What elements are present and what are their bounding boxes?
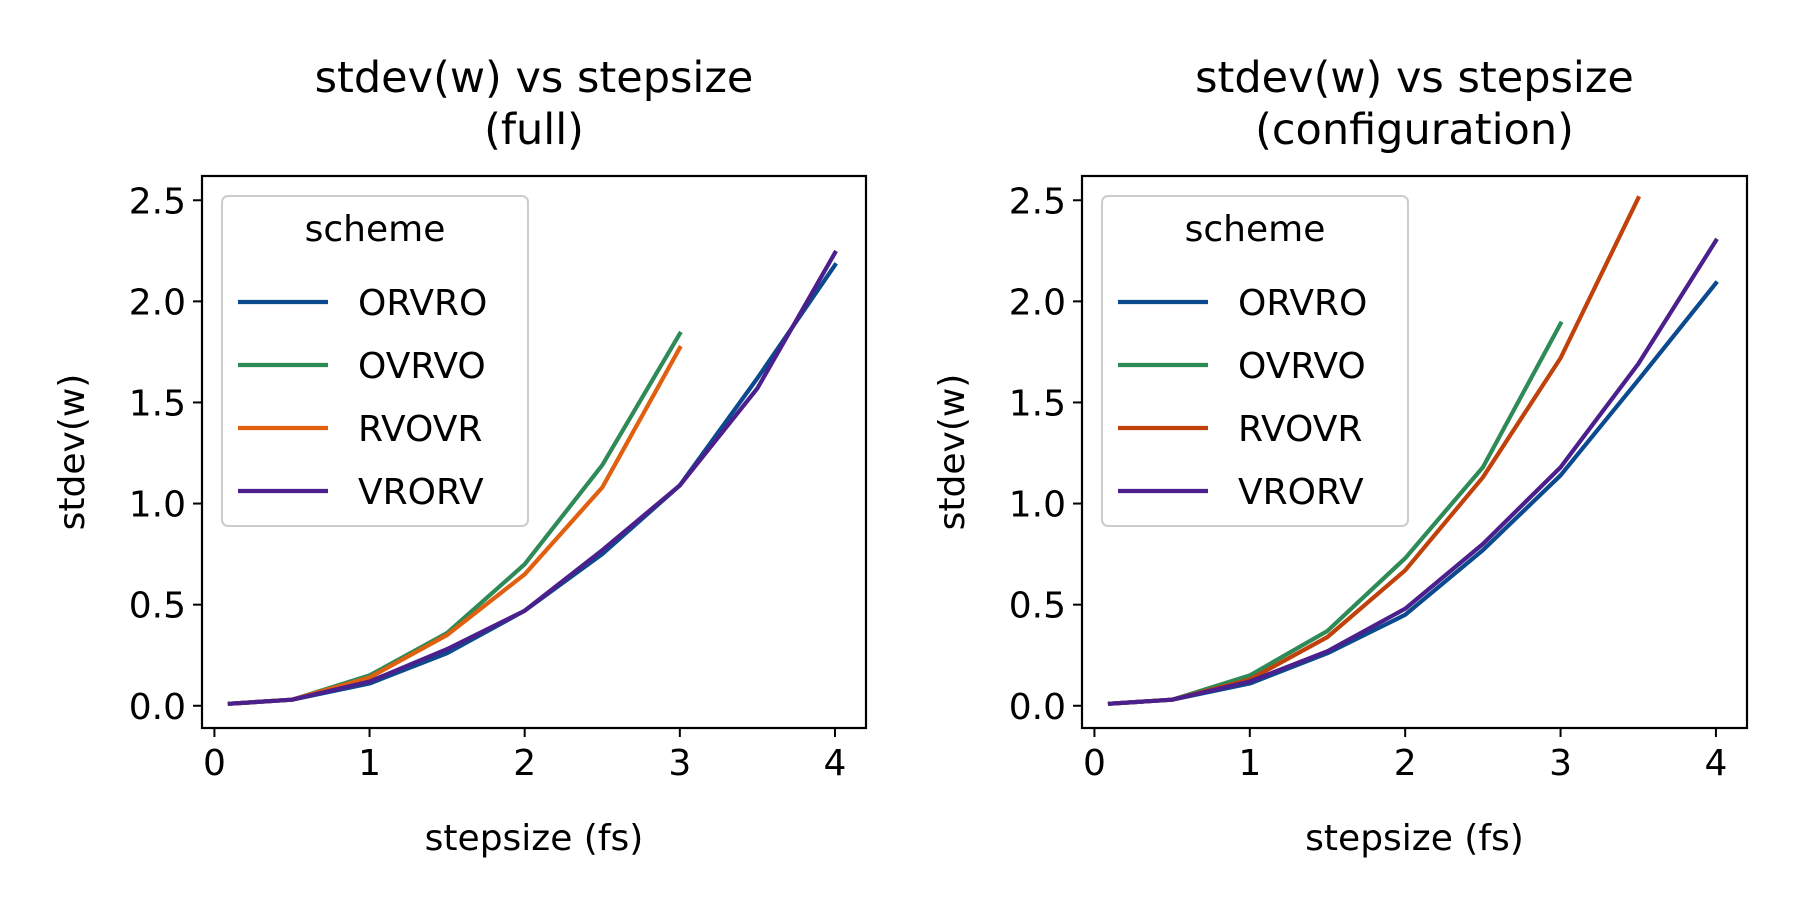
legend-label-orvro: ORVRO <box>358 283 487 324</box>
y-tick-label: 0.0 <box>129 687 186 728</box>
y-tick-label: 2.5 <box>129 181 186 222</box>
y-tick-label: 1.5 <box>129 383 186 424</box>
chart-title: stdev(w) vs stepsize (configuration) <box>1195 53 1634 155</box>
y-tick-label: 0.5 <box>129 586 186 627</box>
legend-title: scheme <box>1185 209 1326 250</box>
legend-box <box>221 195 529 527</box>
legend-label-vrorv: VRORV <box>358 472 484 513</box>
y-axis-label: stdev(w) <box>932 374 973 531</box>
legend-label-rvovr: RVOVR <box>1238 409 1362 450</box>
legend-box <box>1101 195 1409 527</box>
x-tick-label: 2 <box>1394 743 1417 784</box>
legend: scheme ORVRO OVRVO RVOVR VRORV <box>1101 195 1409 527</box>
x-tick-label: 4 <box>824 743 847 784</box>
y-tick-label: 1.5 <box>1009 383 1066 424</box>
legend-title: scheme <box>305 209 446 250</box>
x-axis-label: stepsize (fs) <box>1305 818 1524 859</box>
legend-label-rvovr: RVOVR <box>358 409 482 450</box>
x-tick-label: 3 <box>1549 743 1572 784</box>
x-tick-label: 4 <box>1704 743 1727 784</box>
series-line-vrorv <box>1107 237 1719 706</box>
x-tick-label: 2 <box>513 743 536 784</box>
legend-label-ovrvo: OVRVO <box>358 346 486 387</box>
legend-label-ovrvo: OVRVO <box>1238 346 1366 387</box>
x-tick-label: 0 <box>1083 743 1106 784</box>
x-tick-label: 1 <box>358 743 381 784</box>
chart-title: stdev(w) vs stepsize (full) <box>315 53 754 155</box>
plot-frame <box>1080 174 1749 730</box>
x-tick-label: 3 <box>668 743 691 784</box>
y-tick-label: 1.0 <box>129 485 186 526</box>
plot-frame <box>200 174 868 730</box>
y-tick-label: 2.0 <box>129 282 186 323</box>
subplot-2: stdev(w) vs stepsize (configuration) 0 1 2 3 4… <box>932 53 1749 859</box>
y-tick-label: 1.0 <box>1009 485 1066 526</box>
subplot-1: stdev(w) vs stepsize (full) 0 1 2 3 4 0.0 0.5 1.0… <box>52 53 868 859</box>
legend: scheme ORVRO OVRVO RVOVR VRORV <box>221 195 529 527</box>
y-axis-label: stdev(w) <box>52 374 93 531</box>
x-tick-label: 1 <box>1238 743 1261 784</box>
x-tick-label: 0 <box>203 743 226 784</box>
legend-label-vrorv: VRORV <box>1238 472 1364 513</box>
y-tick-label: 2.0 <box>1009 282 1066 323</box>
x-axis-label: stepsize (fs) <box>425 818 644 859</box>
legend-label-orvro: ORVRO <box>1238 283 1367 324</box>
series-line-vrorv <box>227 249 838 706</box>
y-tick-label: 0.5 <box>1009 586 1066 627</box>
y-tick-label: 0.0 <box>1009 687 1066 728</box>
y-tick-label: 2.5 <box>1009 181 1066 222</box>
